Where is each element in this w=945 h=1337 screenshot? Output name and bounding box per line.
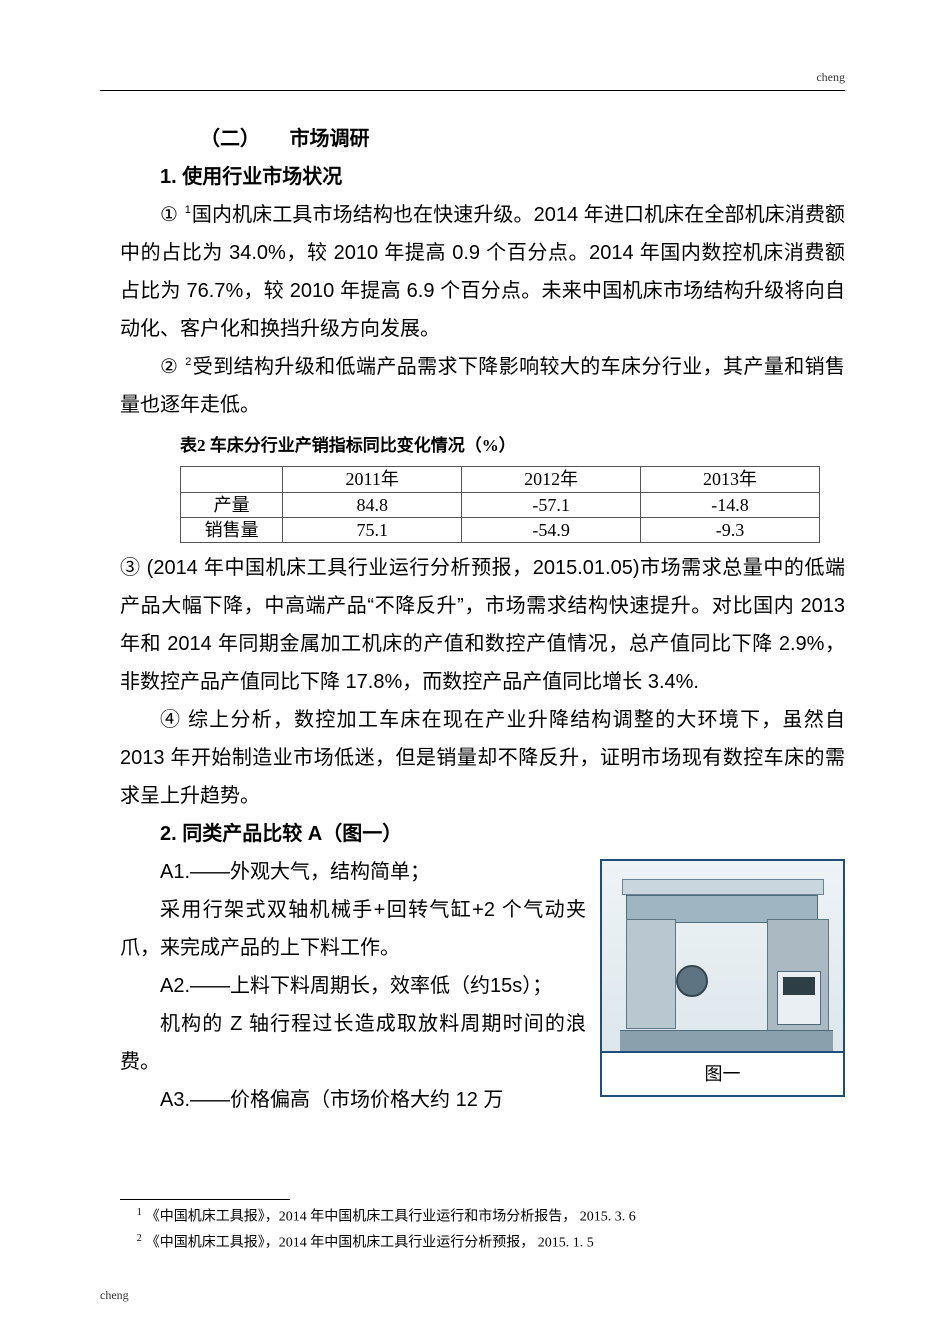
table-cell: 75.1 (283, 517, 462, 542)
table-header-cell: 2011年 (283, 467, 462, 492)
cnc-column-left-icon (626, 919, 676, 1029)
table-header-cell (181, 467, 283, 492)
table-cell: -57.1 (462, 492, 641, 517)
table-2: 2011年 2012年 2013年 产量 84.8 -57.1 -14.8 销售… (180, 466, 820, 543)
table-header-cell: 2013年 (641, 467, 820, 492)
figure-1: 图一 (600, 859, 845, 1097)
page: cheng （二） 市场调研 1. 使用行业市场状况 ① 1国内机床工具市场结构… (0, 0, 945, 1337)
paragraph-1-text: 国内机床工具市场结构也在快速升级。2014 年进口机床在全部机床消费额中的占比为… (120, 204, 845, 340)
table-header-cell: 2012年 (462, 467, 641, 492)
footnote-marker: 2 (137, 1233, 142, 1244)
table-header-row: 2011年 2012年 2013年 (181, 467, 820, 492)
table-row: 产量 84.8 -57.1 -14.8 (181, 492, 820, 517)
table-row-label: 销售量 (181, 517, 283, 542)
paragraph-1: ① 1国内机床工具市场结构也在快速升级。2014 年进口机床在全部机床消费额中的… (120, 196, 845, 348)
table-cell: -14.8 (641, 492, 820, 517)
footnote-1-text: 《中国机床工具报》，2014 年中国机床工具行业运行和市场分析报告， 2015.… (146, 1210, 636, 1225)
cnc-control-panel-icon (777, 971, 821, 1025)
table-2-caption: 表2 车床分行业产销指标同比变化情况（%） (180, 430, 820, 462)
figure-text-wrap: 图一 A1.——外观大气，结构简单； 采用行架式双轴机械手+回转气缸+2 个气动… (120, 853, 845, 1119)
paragraph-3: ③ (2014 年中国机床工具行业运行分析预报，2015.01.05)市场需求总… (120, 549, 845, 701)
cnc-chuck-icon (676, 965, 708, 997)
document-body: （二） 市场调研 1. 使用行业市场状况 ① 1国内机床工具市场结构也在快速升级… (120, 120, 845, 1256)
paragraph-2: ② 2受到结构升级和低端产品需求下降影响较大的车床分行业，其产量和销售量也逐年走… (120, 348, 845, 424)
figure-1-caption: 图一 (602, 1051, 843, 1095)
paragraph-4: ④ 综上分析，数控加工车床在现在产业升降结构调整的大环境下，虽然自 2013 年… (120, 701, 845, 815)
cnc-gantry-icon (622, 879, 824, 895)
subsection-1-title: 1. 使用行业市场状况 (120, 158, 845, 196)
table-row: 销售量 75.1 -54.9 -9.3 (181, 517, 820, 542)
section-number: （二） (160, 120, 260, 158)
footnote-1: 1 《中国机床工具报》，2014 年中国机床工具行业运行和市场分析报告， 2015… (120, 1204, 845, 1230)
footnotes: 1 《中国机床工具报》，2014 年中国机床工具行业运行和市场分析报告， 2015… (120, 1204, 845, 1256)
header-rule (100, 90, 845, 91)
table-cell: 84.8 (283, 492, 462, 517)
footnote-marker: 1 (137, 1207, 142, 1218)
footer-author: cheng (100, 1288, 129, 1303)
section-heading: （二） 市场调研 (120, 120, 845, 158)
table-2-block: 表2 车床分行业产销指标同比变化情况（%） 2011年 2012年 2013年 … (180, 430, 820, 543)
footnote-ref-2: 2 (185, 356, 191, 368)
table-cell: -54.9 (462, 517, 641, 542)
footnote-ref-1: 1 (185, 204, 191, 216)
table-row-label: 产量 (181, 492, 283, 517)
paragraph-2-text: 受到结构升级和低端产品需求下降影响较大的车床分行业，其产量和销售量也逐年走低。 (120, 356, 845, 416)
footnote-2: 2 《中国机床工具报》，2014 年中国机床工具行业运行分析预报， 2015. 1… (120, 1230, 845, 1256)
header-author: cheng (816, 70, 845, 85)
table-cell: -9.3 (641, 517, 820, 542)
list-marker: ② (160, 356, 184, 378)
subsection-2-title: 2. 同类产品比较 A（图一） (120, 815, 845, 853)
cnc-base-icon (620, 1030, 833, 1051)
section-title: 市场调研 (290, 128, 370, 150)
list-marker: ① (160, 204, 184, 226)
footnote-separator (120, 1199, 290, 1200)
figure-1-image (602, 861, 843, 1051)
footnote-2-text: 《中国机床工具报》，2014 年中国机床工具行业运行分析预报， 2015. 1.… (146, 1236, 594, 1251)
